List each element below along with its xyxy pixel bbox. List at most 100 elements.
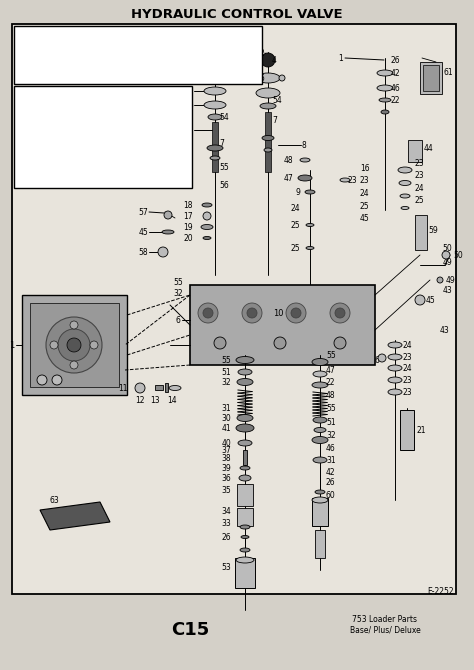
Text: 20: 20 [183, 234, 193, 243]
Ellipse shape [204, 87, 226, 95]
Ellipse shape [240, 466, 250, 470]
Text: 57: 57 [138, 208, 148, 216]
Bar [165, 383, 168, 392]
Text: 7: 7 [219, 139, 224, 147]
Ellipse shape [169, 385, 181, 391]
Text: 23: 23 [360, 176, 370, 184]
Circle shape [335, 308, 345, 318]
Bar [408, 140, 422, 162]
Ellipse shape [340, 178, 350, 182]
Bar [155, 385, 163, 390]
Text: 14: 14 [167, 395, 177, 405]
Text: 58: 58 [138, 247, 148, 257]
Circle shape [214, 337, 226, 349]
Ellipse shape [201, 224, 213, 230]
Text: 12: 12 [135, 395, 145, 405]
Ellipse shape [210, 156, 220, 160]
Circle shape [46, 317, 102, 373]
Text: 53: 53 [221, 563, 231, 572]
Text: 25: 25 [415, 196, 425, 204]
Bar [14, 26, 262, 84]
Ellipse shape [381, 110, 389, 114]
Bar [30, 303, 119, 387]
Text: 4: 4 [188, 86, 193, 96]
Text: 6: 6 [375, 356, 380, 364]
Ellipse shape [388, 342, 402, 348]
Ellipse shape [314, 427, 326, 433]
Text: 45: 45 [138, 228, 148, 237]
Ellipse shape [312, 358, 328, 366]
Text: 36: 36 [221, 474, 231, 482]
Text: 46: 46 [391, 84, 401, 92]
Text: 47: 47 [326, 366, 336, 375]
Text: 55: 55 [221, 356, 231, 364]
Circle shape [415, 295, 425, 305]
Text: 33: 33 [221, 519, 231, 529]
Ellipse shape [237, 415, 253, 421]
Text: 42: 42 [326, 468, 336, 476]
Text: 34: 34 [221, 507, 231, 517]
Text: 43: 43 [440, 326, 450, 334]
Ellipse shape [236, 557, 254, 563]
Text: NOTE: Before ordering repair
parts, make sure that this is the
correct style Val: NOTE: Before ordering repair parts, make… [16, 89, 124, 144]
Ellipse shape [388, 389, 402, 395]
Ellipse shape [241, 535, 249, 539]
Circle shape [135, 383, 145, 393]
Circle shape [330, 303, 350, 323]
Circle shape [70, 321, 78, 329]
Circle shape [58, 329, 90, 361]
Circle shape [90, 341, 98, 349]
Text: 54: 54 [219, 113, 229, 121]
Circle shape [203, 212, 211, 220]
Ellipse shape [208, 114, 222, 120]
Text: HYDRAULIC CONTROL VALVE: HYDRAULIC CONTROL VALVE [131, 7, 343, 21]
Bar [235, 558, 255, 588]
Ellipse shape [162, 230, 174, 234]
Text: 2: 2 [259, 48, 264, 58]
Text: 23: 23 [415, 159, 425, 168]
Ellipse shape [312, 497, 328, 503]
Ellipse shape [256, 73, 280, 83]
Circle shape [70, 361, 78, 369]
Circle shape [50, 341, 58, 349]
Text: 24: 24 [291, 204, 300, 212]
Text: 46: 46 [326, 444, 336, 452]
Text: 31: 31 [221, 403, 231, 413]
Text: 31: 31 [326, 456, 336, 464]
Text: 18: 18 [183, 200, 193, 210]
Text: 6: 6 [175, 316, 180, 324]
Text: 25: 25 [360, 202, 370, 210]
Text: 25: 25 [291, 220, 300, 230]
Circle shape [198, 303, 218, 323]
Circle shape [209, 69, 221, 81]
Text: 23: 23 [403, 387, 413, 397]
Text: 26: 26 [326, 478, 336, 486]
Text: 35: 35 [221, 486, 231, 494]
Ellipse shape [240, 548, 250, 552]
Text: 55: 55 [326, 403, 336, 413]
Circle shape [291, 308, 301, 318]
Text: 1: 1 [338, 54, 343, 62]
Ellipse shape [238, 369, 252, 375]
Ellipse shape [388, 365, 402, 371]
Ellipse shape [203, 237, 211, 239]
Text: 48: 48 [283, 155, 293, 165]
Text: 13: 13 [150, 395, 160, 405]
Text: 22: 22 [391, 96, 401, 105]
Text: 30: 30 [221, 413, 231, 423]
Bar [420, 62, 442, 94]
Text: 59: 59 [428, 226, 438, 234]
Text: NOTE:: NOTE: [16, 89, 39, 95]
Bar [265, 112, 271, 172]
Text: 17: 17 [183, 212, 193, 220]
Circle shape [52, 375, 62, 385]
Ellipse shape [388, 377, 402, 383]
Text: 9: 9 [295, 188, 300, 196]
Text: 5: 5 [259, 74, 264, 82]
Bar [243, 450, 247, 465]
Bar [312, 498, 328, 526]
Text: 19: 19 [183, 222, 193, 232]
Text: 11: 11 [118, 383, 128, 393]
Text: 24: 24 [403, 364, 413, 373]
Text: 39: 39 [221, 464, 231, 472]
